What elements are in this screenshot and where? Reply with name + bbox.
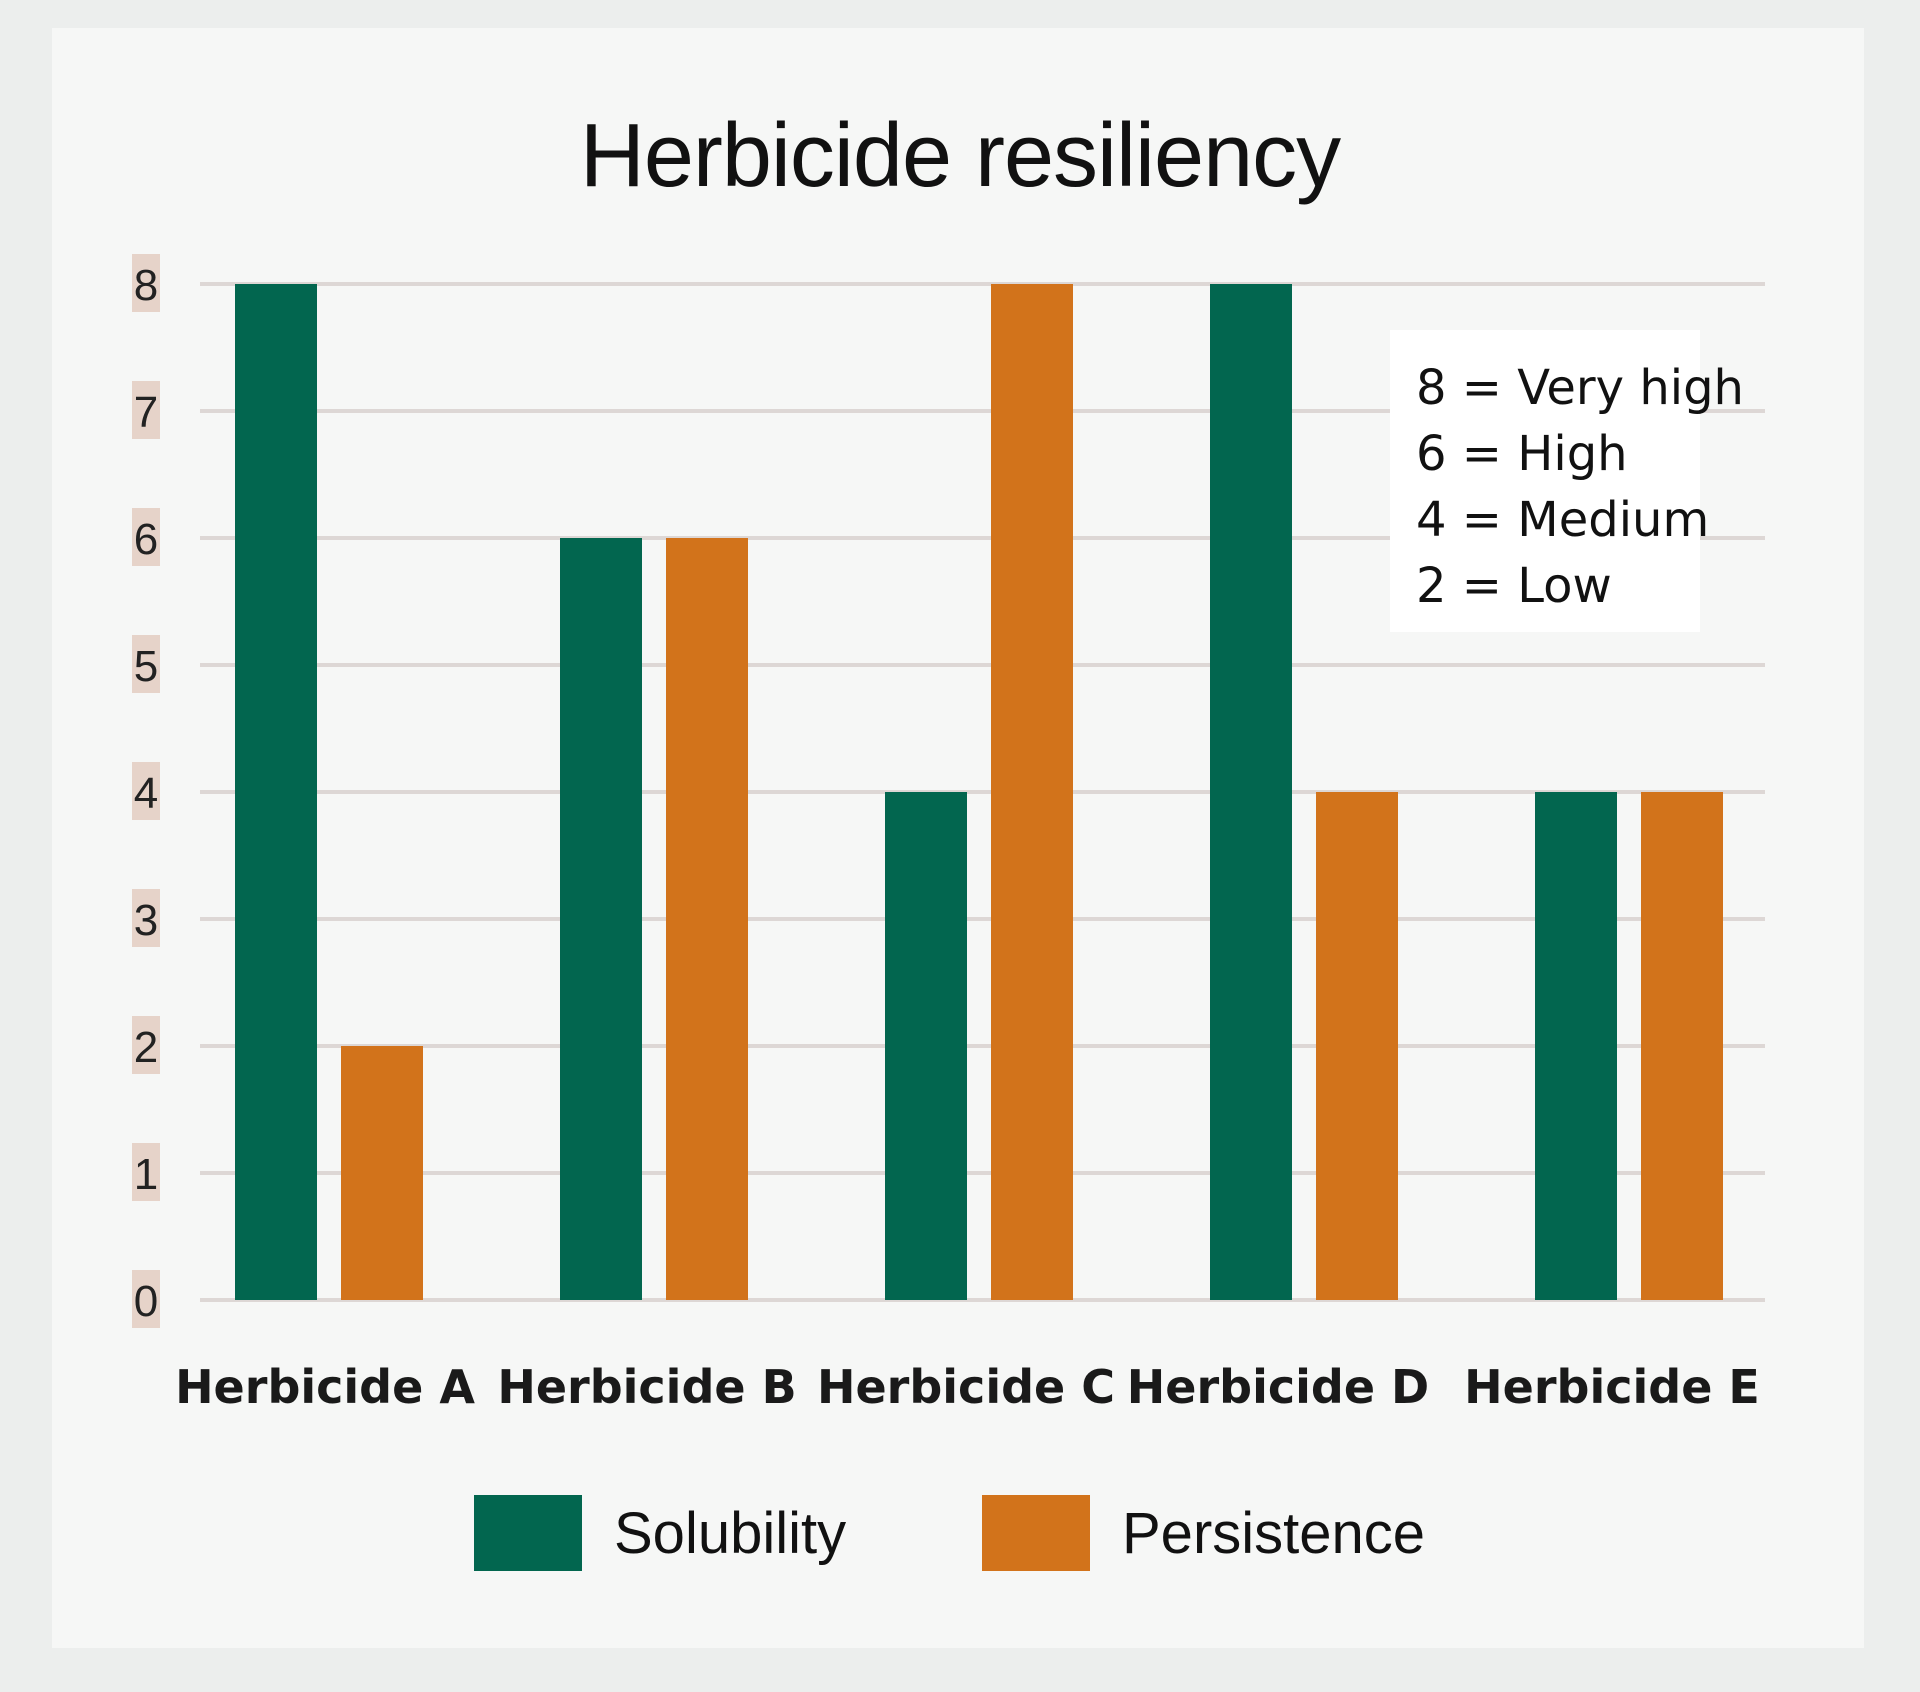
- bar-solubility-herbicide-b: [560, 538, 642, 1300]
- y-tick-highlight: [132, 635, 160, 693]
- bar-persistence-herbicide-d: [1316, 792, 1398, 1300]
- y-tick-label: 0: [134, 1277, 158, 1326]
- annotation-line: 4 = Medium: [1416, 492, 1709, 548]
- y-tick-highlight: [132, 381, 160, 439]
- legend-label-solubility: Solubility: [614, 1501, 846, 1566]
- bar-persistence-herbicide-c: [991, 284, 1073, 1300]
- y-tick-highlight: [132, 1270, 160, 1328]
- x-axis-labels: Herbicide A Herbicide B Herbicide C Herbici…: [175, 1360, 1760, 1414]
- x-tick-label: Herbicide D: [1127, 1360, 1429, 1414]
- legend-label-persistence: Persistence: [1122, 1501, 1425, 1566]
- x-tick-label: Herbicide A: [175, 1360, 475, 1414]
- y-tick-label: 4: [134, 769, 158, 818]
- y-axis-ticks: 0 1 2 3 4 5 6 7 8: [132, 254, 160, 1328]
- legend-swatch-solubility: [474, 1495, 582, 1571]
- y-tick-highlight: [132, 762, 160, 820]
- chart-title: Herbicide resiliency: [580, 106, 1341, 206]
- y-tick-label: 5: [134, 642, 158, 691]
- y-tick-label: 6: [134, 515, 158, 564]
- annotation-line: 6 = High: [1416, 426, 1628, 482]
- bar-persistence-herbicide-a: [341, 1046, 423, 1300]
- x-tick-label: Herbicide E: [1464, 1360, 1760, 1414]
- bar-solubility-herbicide-e: [1535, 792, 1617, 1300]
- y-tick-label: 7: [134, 388, 158, 437]
- y-tick-highlight: [132, 889, 160, 947]
- annotation-box: [1390, 330, 1700, 632]
- bar-persistence-herbicide-e: [1641, 792, 1723, 1300]
- annotation-line: 8 = Very high: [1416, 360, 1744, 416]
- y-tick-highlight: [132, 254, 160, 312]
- annotation-line: 2 = Low: [1416, 558, 1612, 614]
- y-tick-label: 3: [134, 896, 158, 945]
- scale-annotation: 8 = Very high 6 = High 4 = Medium 2 = Low: [1390, 330, 1744, 632]
- bar-solubility-herbicide-a: [235, 284, 317, 1300]
- y-tick-label: 1: [134, 1150, 158, 1199]
- bars: [235, 284, 1723, 1300]
- bar-solubility-herbicide-d: [1210, 284, 1292, 1300]
- bar-persistence-herbicide-b: [666, 538, 748, 1300]
- y-tick-highlight: [132, 1143, 160, 1201]
- y-tick-label: 8: [134, 261, 158, 310]
- x-tick-label: Herbicide B: [497, 1360, 796, 1414]
- x-tick-label: Herbicide C: [817, 1360, 1115, 1414]
- legend-swatch-persistence: [982, 1495, 1090, 1571]
- y-tick-label: 2: [134, 1023, 158, 1072]
- y-tick-highlight: [132, 1016, 160, 1074]
- y-tick-highlight: [132, 508, 160, 566]
- legend: Solubility Persistence: [474, 1495, 1425, 1571]
- bar-solubility-herbicide-c: [885, 792, 967, 1300]
